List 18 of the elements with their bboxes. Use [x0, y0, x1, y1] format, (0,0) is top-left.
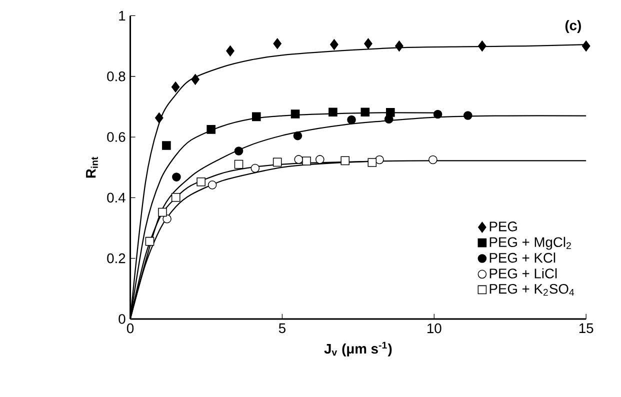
y-tick-label: 0 — [118, 314, 126, 324]
y-tick-label: 0.2 — [107, 253, 126, 264]
legend-label: PEG — [490, 221, 517, 232]
legend-label: PEG + LiCl — [490, 268, 557, 278]
y-tick-label: 1 — [119, 10, 126, 20]
x-tick-label: 10 — [427, 323, 442, 334]
x-axis-title: J$_{v}$ (μm s$^{-1}$) — [324, 342, 392, 356]
legend-label: PEG + K$_{2}$SO$_{4}$ — [490, 284, 574, 296]
x-tick-label: 0 — [126, 323, 134, 334]
x-tick-label: 5 — [278, 323, 286, 333]
legend-label: PEG + MgCl$_{2}$ — [490, 236, 571, 250]
x-tick-label: 15 — [579, 323, 594, 333]
y-axis-title: R$_{int}$ — [86, 156, 98, 178]
y-tick-label: 0.4 — [107, 192, 126, 202]
y-tick-label: 0.6 — [107, 132, 126, 142]
legend-label: PEG + KCl — [490, 252, 556, 263]
annotation: (c) — [565, 20, 581, 33]
y-tick-label: 0.8 — [107, 71, 126, 82]
